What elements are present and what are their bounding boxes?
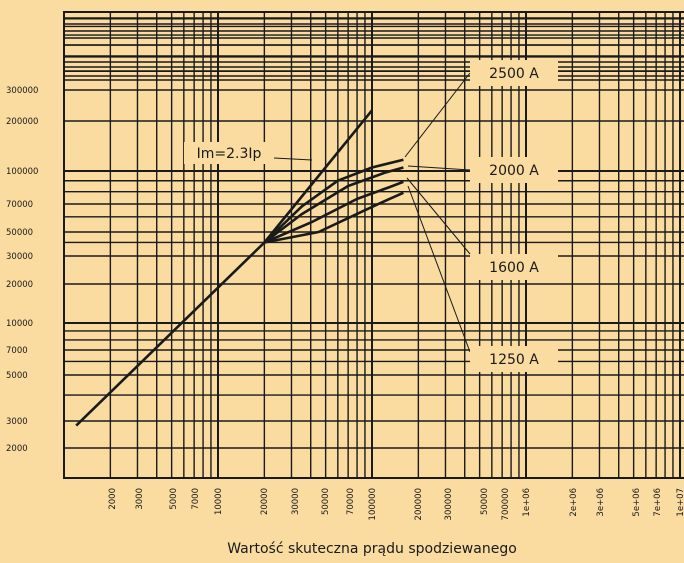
series-lines bbox=[75, 109, 404, 427]
x-tick-label: 5000 bbox=[169, 488, 179, 510]
annotation-label: 2000 A bbox=[489, 163, 539, 179]
x-tick-label: 70000 bbox=[346, 488, 356, 515]
chart-grid bbox=[63, 11, 684, 479]
x-tick-label: 3e+06 bbox=[596, 488, 606, 517]
annotation-box bbox=[470, 254, 558, 280]
x-tick-label: 7e+06 bbox=[653, 488, 663, 517]
x-tick-labels: 2000 3000 5000 7000 10000 20000 30000 50000 7000… bbox=[108, 488, 684, 520]
x-tick-label: 10000 bbox=[214, 488, 224, 515]
x-tick-label: 2e+06 bbox=[569, 488, 579, 517]
x-tick-label: 300000 bbox=[444, 488, 454, 520]
x-tick-label: 30000 bbox=[291, 488, 301, 515]
y-tick-label: 10000 bbox=[6, 319, 33, 329]
series-line bbox=[263, 180, 404, 244]
y-tick-label: 30000 bbox=[6, 252, 33, 262]
x-tick-label: 7000 bbox=[191, 488, 201, 510]
annotation-leader bbox=[406, 177, 471, 255]
x-tick-label: 1e+07 bbox=[676, 488, 684, 517]
annotation-box bbox=[470, 157, 558, 183]
series-annotations: Im=2.3Ip 2500 A 2000 A 1600 A 1250 A bbox=[184, 60, 558, 372]
y-tick-label: 3000 bbox=[6, 417, 28, 427]
y-tick-label: 300000 bbox=[6, 86, 38, 96]
x-tick-label: 2000 bbox=[108, 488, 118, 510]
y-tick-label: 7000 bbox=[6, 346, 28, 356]
x-tick-label: 700000 bbox=[501, 488, 511, 520]
y-tick-labels: 300000 200000 100000 70000 50000 30000 20000 10… bbox=[6, 86, 38, 454]
annotation-box bbox=[184, 142, 274, 164]
y-tick-label: 70000 bbox=[6, 200, 33, 210]
y-tick-label: 5000 bbox=[6, 371, 28, 381]
y-tick-label: 200000 bbox=[6, 117, 38, 127]
x-tick-label: 100000 bbox=[368, 488, 378, 520]
annotation-leader bbox=[407, 185, 471, 353]
y-tick-label: 50000 bbox=[6, 228, 33, 238]
annotation-leader bbox=[407, 165, 471, 171]
x-tick-label: 200000 bbox=[414, 488, 424, 520]
x-tick-label: 20000 bbox=[260, 488, 270, 515]
x-axis-label: Wartość skuteczna prądu spodziewanego bbox=[227, 541, 517, 557]
annotation-box bbox=[470, 346, 558, 372]
x-tick-label: 50000 bbox=[321, 488, 331, 515]
annotation-box bbox=[470, 60, 558, 86]
annotation-label: 1600 A bbox=[489, 260, 539, 276]
annotation-label: 2500 A bbox=[489, 66, 539, 82]
annotation-label: 1250 A bbox=[489, 352, 539, 368]
series-line bbox=[264, 191, 404, 244]
x-tick-label: 1e+06 bbox=[522, 488, 532, 517]
x-tick-label: 5e+06 bbox=[632, 488, 642, 517]
y-tick-label: 2000 bbox=[6, 444, 28, 454]
annotation-leader bbox=[404, 72, 471, 158]
annotation-label: Im=2.3Ip bbox=[197, 146, 262, 162]
y-tick-label: 100000 bbox=[6, 167, 38, 177]
series-line bbox=[263, 166, 404, 244]
annotation-leader bbox=[273, 157, 313, 161]
series-line bbox=[263, 158, 404, 244]
y-tick-label: 20000 bbox=[6, 280, 33, 290]
x-tick-label: 3000 bbox=[135, 488, 145, 510]
x-tick-label: 50000 bbox=[480, 488, 490, 515]
